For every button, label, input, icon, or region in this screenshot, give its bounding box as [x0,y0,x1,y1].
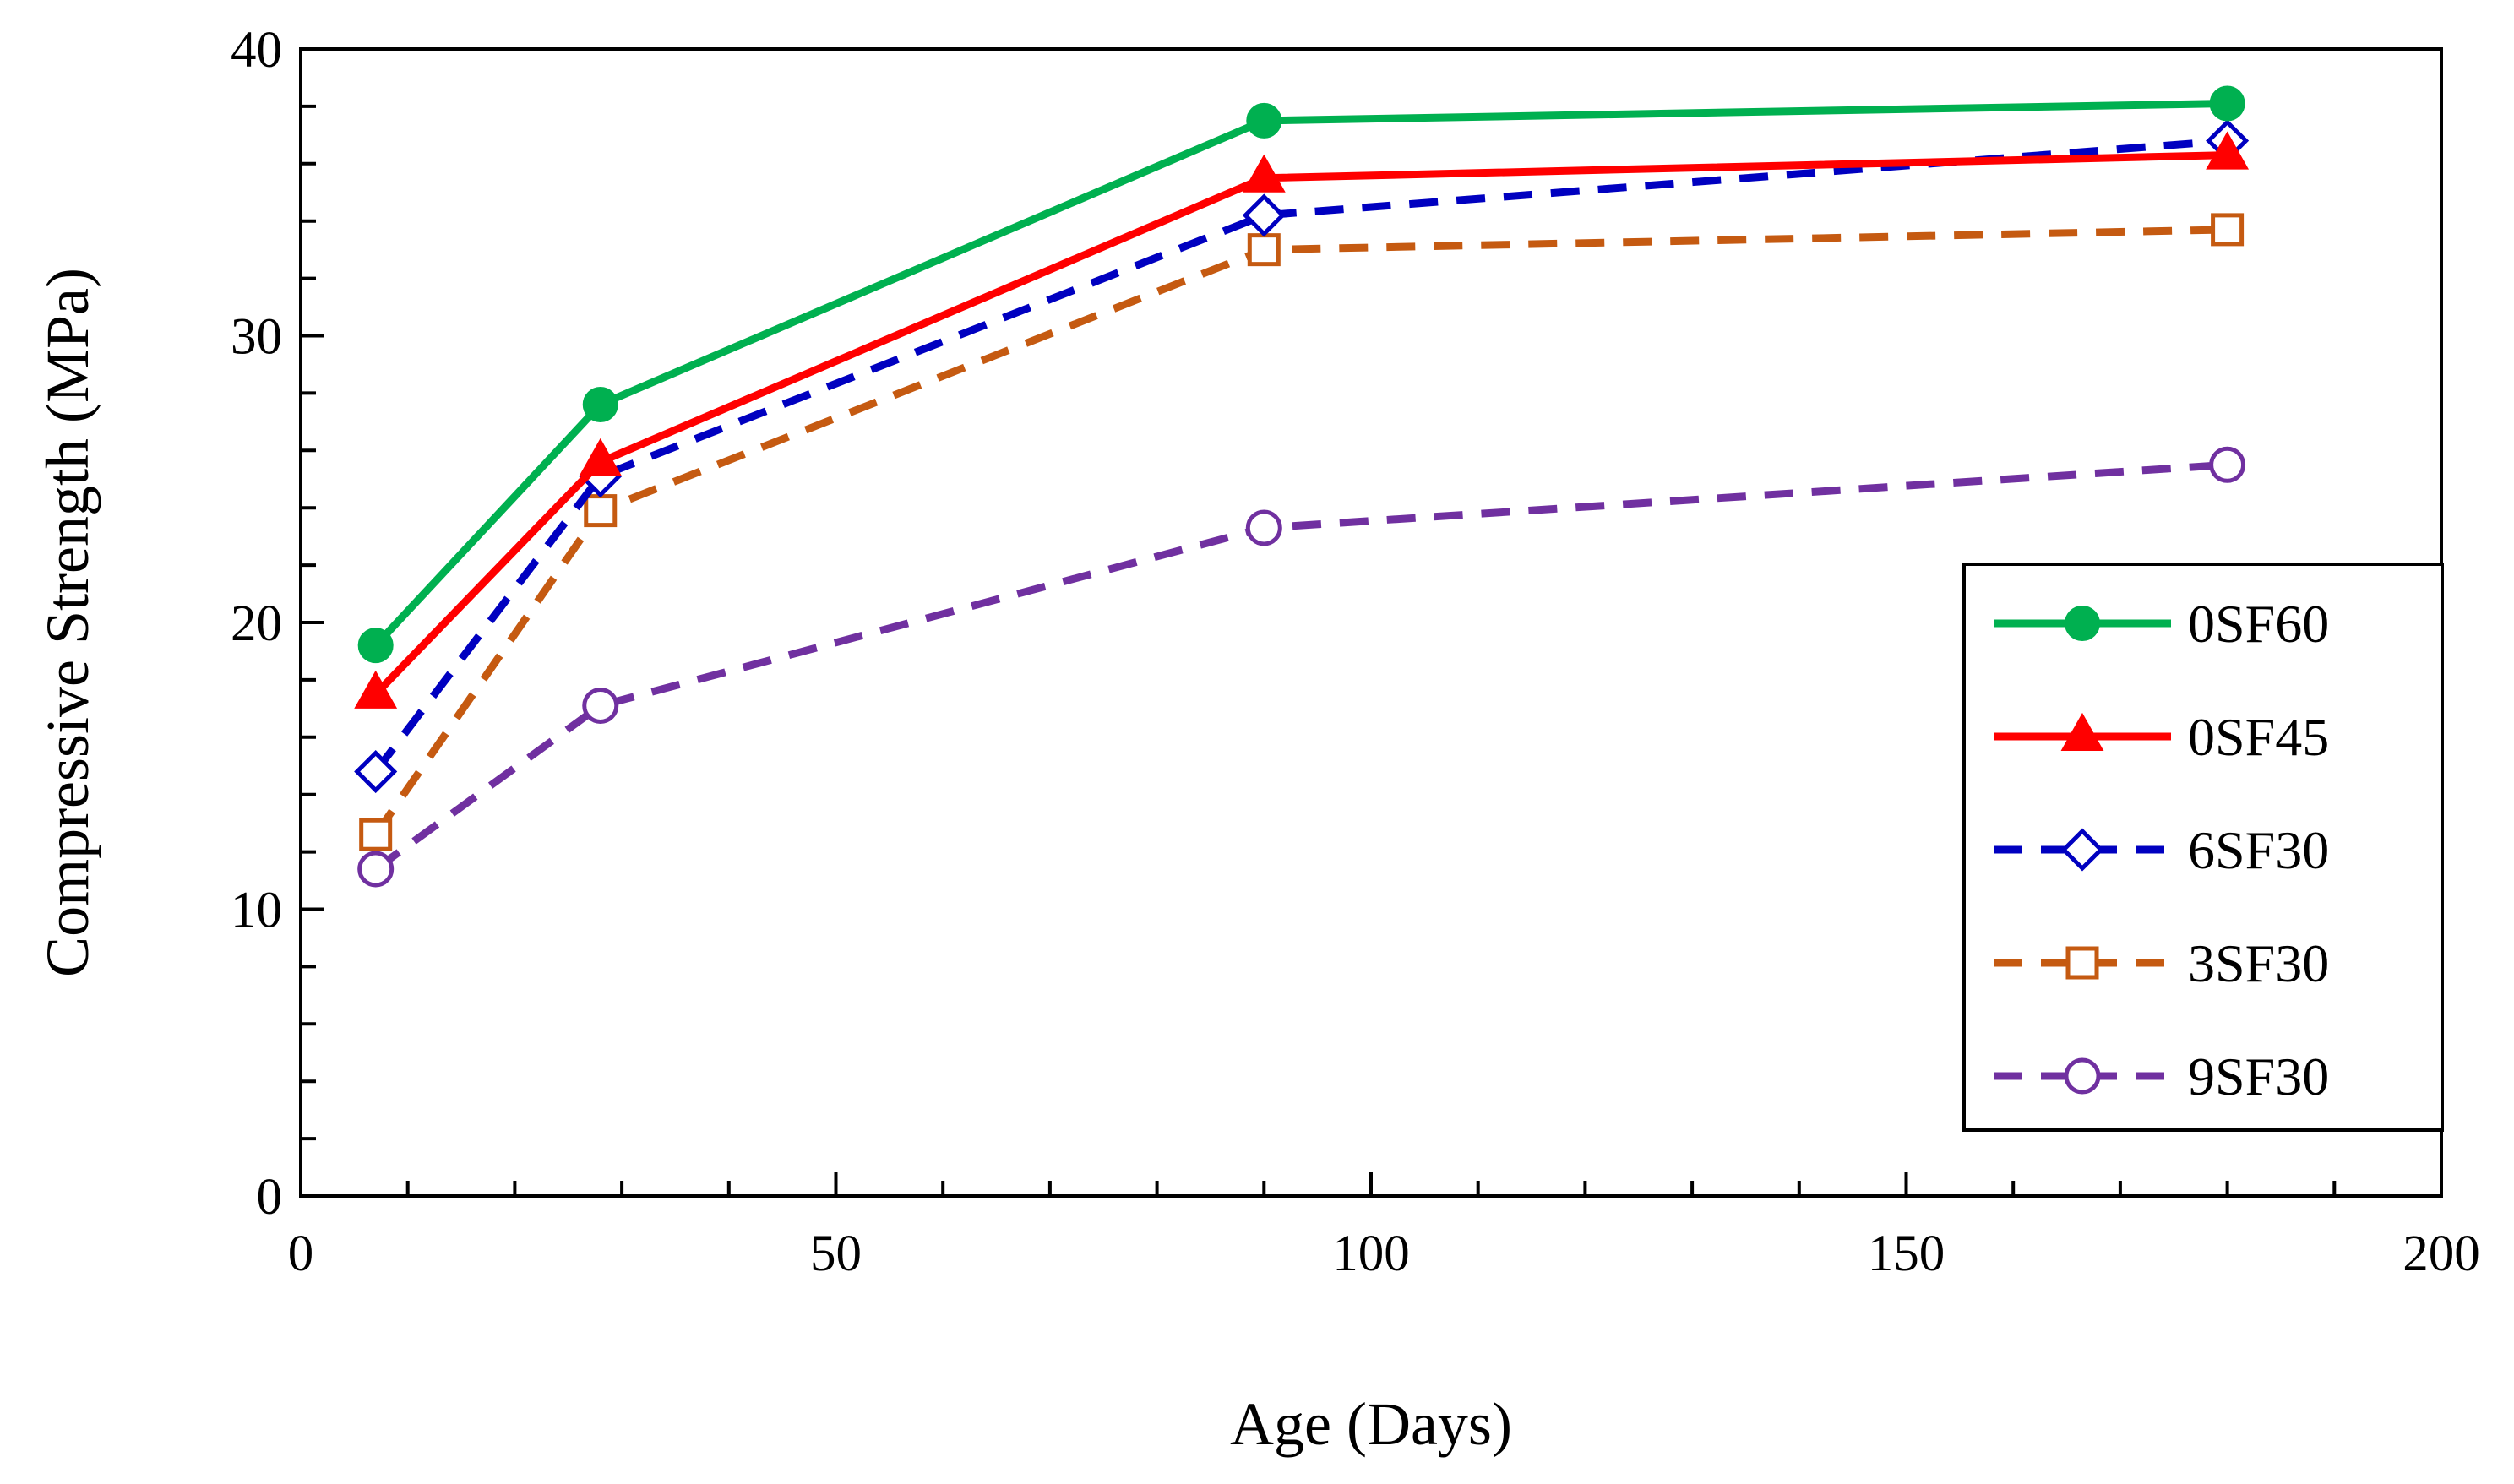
x-tick-label: 200 [2402,1226,2480,1282]
data-point [359,818,393,851]
data-point [354,670,398,709]
series-line [373,100,2228,649]
data-point [582,687,619,724]
legend-entry: 6SF30 [1994,820,2329,880]
y-tick-label: 0 [257,1169,283,1226]
data-point [1246,102,1282,139]
tick-labels: 0 50 100 150 200 0 10 20 30 40 [231,22,2480,1282]
legend-marker [2065,946,2099,980]
legend-entry: 0SF60 [1994,594,2329,654]
data-point [1242,154,1286,193]
legend-marker [2065,606,2100,641]
series-line [373,151,2228,698]
y-tick-label: 20 [231,595,282,652]
data-point [2209,446,2246,483]
legend: 0SF60 0SF45 6SF30 3SF30 9SF30 [1962,563,2444,1132]
x-tick-label: 0 [288,1226,314,1282]
data-point [1242,193,1286,237]
legend-label: 0SF45 [2188,707,2329,767]
legend-label: 9SF30 [2188,1046,2329,1106]
y-tick-label: 10 [231,883,282,939]
data-point [2206,131,2250,170]
series-group [354,85,2250,888]
x-axis-title: Age (Days) [1230,1390,1512,1458]
series-9SF30 [357,446,2246,888]
legend-label: 6SF30 [2188,820,2329,880]
x-tick-label: 50 [810,1226,862,1282]
data-point [2209,85,2245,122]
legend-entry: 9SF30 [1994,1046,2329,1106]
series-line [372,226,2228,837]
legend-marker [2064,1057,2101,1095]
y-axis-title: Compressive Strength (MPa) [34,268,101,977]
legend-entry: 0SF45 [1994,707,2329,767]
axis-ticks [299,47,2443,1198]
data-point [354,750,398,794]
series-line [373,460,2228,872]
legend-label: 3SF30 [2188,933,2329,993]
legend-marker [2060,828,2104,872]
x-tick-label: 100 [1332,1226,1410,1282]
data-point [357,628,394,664]
data-point [582,386,618,422]
data-point [579,438,623,476]
x-tick-label: 150 [1868,1226,1945,1282]
legend-label: 0SF60 [2188,594,2329,654]
series-0SF45 [354,131,2250,709]
y-tick-label: 40 [231,22,282,79]
series-0SF60 [357,85,2245,664]
data-point [584,494,618,528]
data-point [1245,509,1282,546]
data-point [1247,233,1281,267]
series-3SF30 [359,213,2245,851]
data-point [2211,213,2245,247]
series-line [373,137,2228,775]
legend-entry: 3SF30 [1994,933,2329,993]
data-point [357,851,395,888]
legend-marker [2060,712,2104,751]
y-tick-label: 30 [231,309,282,366]
